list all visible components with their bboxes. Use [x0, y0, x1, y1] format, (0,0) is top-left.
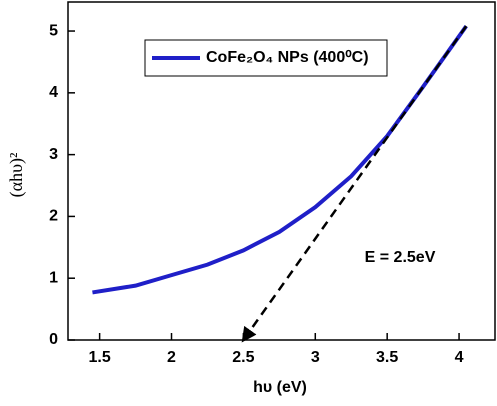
plot-frame [67, 1, 496, 341]
x-tick-label: 2.5 [232, 349, 254, 366]
annotation: E = 2.5eV [365, 249, 436, 266]
x-tick-label: 3 [311, 349, 320, 366]
x-tick-label: 1.5 [89, 349, 111, 366]
x-tick-label: 4 [455, 349, 464, 366]
data-line [92, 24, 468, 295]
legend-label: CoFe₂O₄ NPs (400⁰C) [206, 49, 369, 66]
tangent-line [241, 25, 468, 343]
y-axis-label: (αhυ)² [6, 153, 27, 198]
x-tick-label: 2 [167, 349, 176, 366]
x-tick-label: 3.5 [376, 349, 398, 366]
y-tick-label: 5 [49, 22, 58, 39]
y-tick-label: 2 [49, 208, 58, 225]
y-tick-label: 3 [49, 146, 58, 163]
y-tick-label: 0 [49, 331, 58, 348]
y-tick-label: 1 [49, 269, 58, 286]
x-axis-label: hυ (eV) [253, 379, 307, 396]
y-tick-label: 4 [49, 84, 58, 101]
